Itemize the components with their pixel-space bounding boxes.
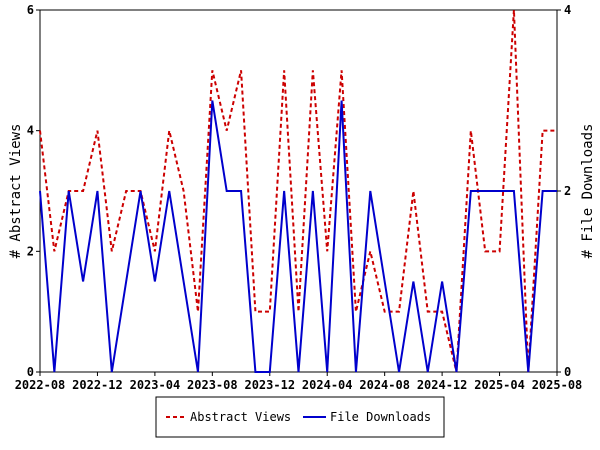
x-tick-label: 2024-08 — [359, 378, 410, 392]
x-tick-label: 2022-12 — [72, 378, 123, 392]
y-left-tick-label: 0 — [27, 365, 34, 379]
y-right-tick-label: 0 — [564, 365, 571, 379]
y-axis-left-label: # Abstract Views — [8, 124, 24, 259]
legend-box — [155, 396, 445, 438]
y-right-tick-label: 4 — [564, 3, 571, 17]
y-left-tick-label: 2 — [27, 244, 34, 258]
y-left-tick-label: 4 — [27, 124, 34, 138]
y-left-tick-label: 6 — [27, 3, 34, 17]
series-line-file-downloads — [39, 100, 557, 373]
x-tick-label: 2025-08 — [532, 378, 583, 392]
y-right-tick-label: 2 — [564, 184, 571, 198]
legend-label-abstract-views: Abstract Views — [190, 410, 291, 424]
x-tick-label: 2024-12 — [417, 378, 468, 392]
x-tick-label: 2025-04 — [474, 378, 525, 392]
plot-area: 0 2 4 6 0 2 4 2022-08 2022-12 2023-04 2023-08 2023-… — [15, 3, 583, 392]
legend: Abstract Views File Downloads — [155, 396, 445, 438]
series-line-abstract-views — [39, 9, 557, 373]
x-tick-label: 2022-08 — [15, 378, 66, 392]
x-tick-label: 2024-04 — [302, 378, 353, 392]
x-tick-label: 2023-08 — [187, 378, 238, 392]
x-tick-label: 2023-12 — [244, 378, 295, 392]
x-tick-label: 2023-04 — [130, 378, 181, 392]
y-axis-right-label: # File Downloads — [580, 124, 596, 259]
legend-label-file-downloads: File Downloads — [330, 410, 431, 424]
